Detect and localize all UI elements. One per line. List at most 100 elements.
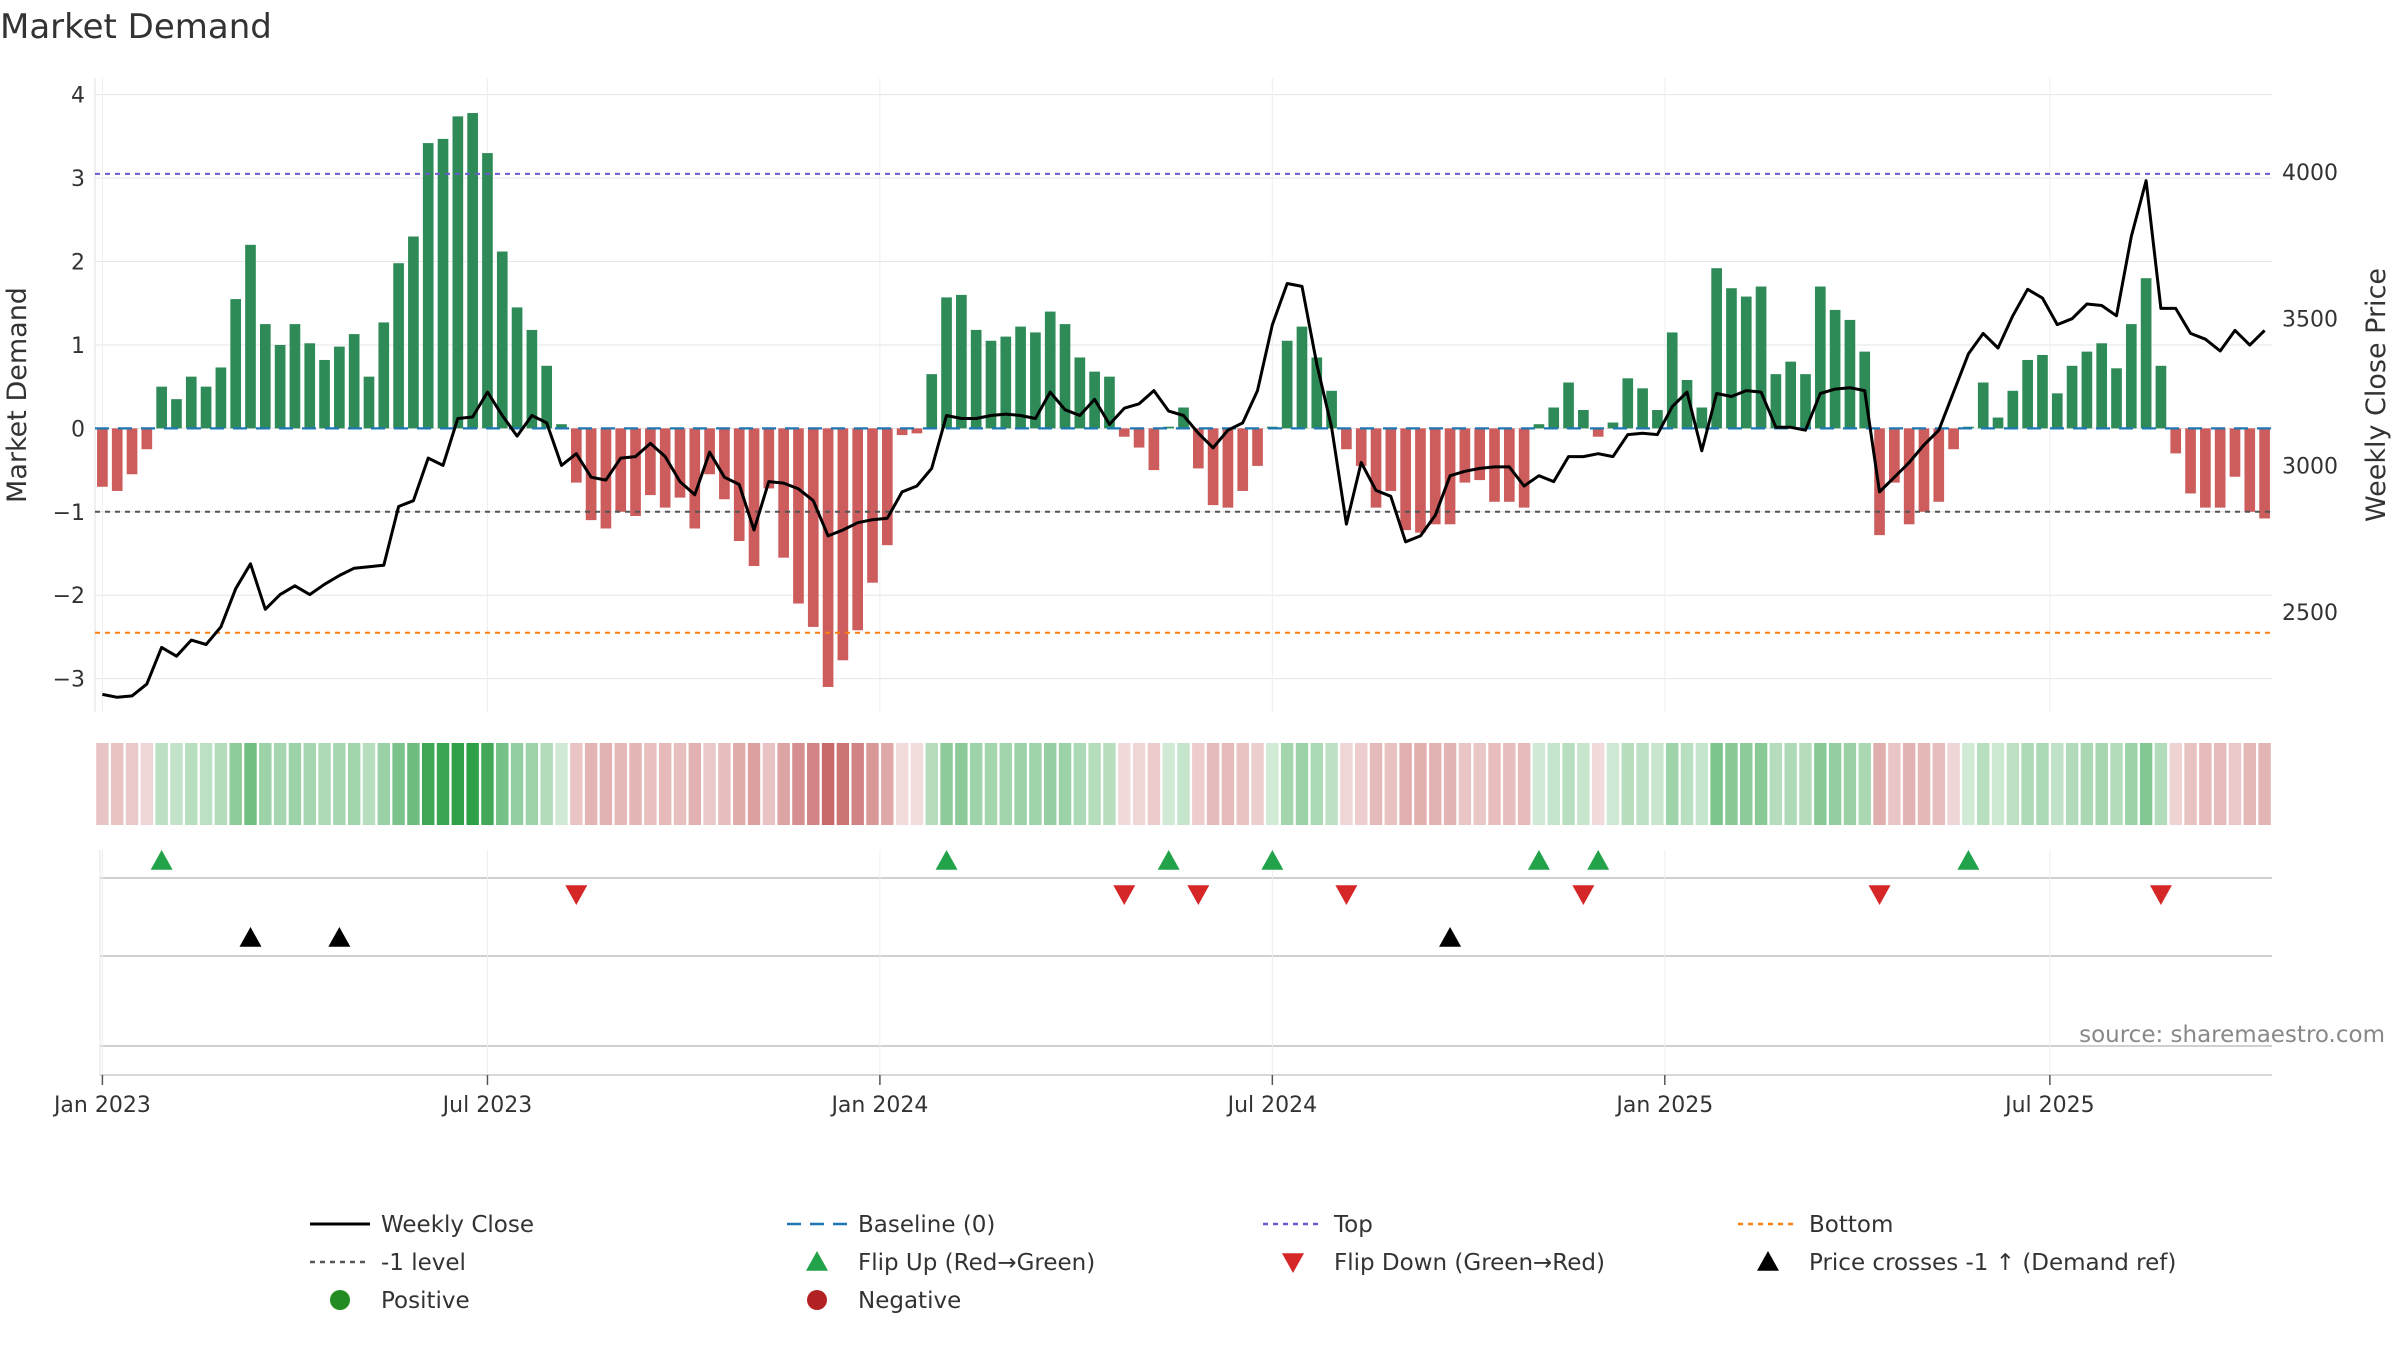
- demand-bar-negative: [1518, 428, 1530, 508]
- heat-cell: [1503, 743, 1516, 825]
- demand-bar-positive: [1578, 410, 1589, 429]
- y-tick-label: 1: [71, 334, 85, 359]
- heat-cell: [644, 743, 657, 825]
- heat-cell: [1680, 743, 1694, 825]
- heat-cell: [1147, 743, 1161, 825]
- demand-bar-positive: [304, 343, 316, 429]
- heat-cell: [303, 743, 316, 825]
- demand-bar-positive: [541, 365, 553, 429]
- demand-bar-positive: [1726, 288, 1737, 429]
- demand-bar-negative: [793, 428, 804, 604]
- demand-bar-positive: [2007, 390, 2019, 429]
- heat-cell: [673, 743, 687, 825]
- demand-bar-positive: [2140, 278, 2152, 429]
- demand-bar-positive: [1000, 336, 1012, 429]
- heat-cell: [347, 743, 361, 825]
- demand-bar-positive: [1311, 357, 1323, 429]
- demand-bar-positive: [1829, 309, 1841, 429]
- demand-bar-negative: [1148, 428, 1160, 471]
- demand-bar-positive: [259, 324, 271, 429]
- demand-bar-positive: [200, 386, 212, 429]
- demand-bar-negative: [1237, 428, 1249, 491]
- demand-bar-negative: [689, 428, 701, 529]
- demand-bar-negative: [1192, 428, 1204, 469]
- legend-label: Weekly Close: [381, 1212, 534, 1238]
- demand-bar-negative: [1459, 428, 1471, 483]
- y-tick-label: 3: [71, 167, 85, 192]
- heat-cell: [466, 743, 479, 825]
- heat-cell: [2199, 743, 2212, 825]
- heat-cell: [1725, 743, 1738, 825]
- demand-bar-positive: [482, 153, 493, 429]
- heat-cell: [955, 743, 968, 825]
- y-tick-label: 2: [71, 251, 85, 276]
- flip-up-marker: [1527, 850, 1550, 870]
- heat-cell: [1621, 743, 1635, 825]
- y-tick-label: −2: [53, 584, 85, 609]
- heat-cell: [1636, 743, 1649, 825]
- heat-cell: [599, 743, 613, 825]
- heat-cell: [1769, 743, 1783, 825]
- price-cross-marker: [239, 927, 262, 947]
- demand-bar-positive: [1681, 379, 1693, 429]
- demand-bar-positive: [2051, 393, 2063, 429]
- demand-bar-negative: [1933, 428, 1945, 502]
- heat-cell: [96, 743, 109, 825]
- demand-bar-negative: [1592, 428, 1604, 437]
- heat-cell: [732, 743, 746, 825]
- heat-cell: [1132, 743, 1146, 825]
- heat-cell: [2110, 743, 2123, 825]
- demand-bar-negative: [1474, 428, 1486, 481]
- demand-bar-positive: [985, 340, 997, 429]
- heat-cell: [969, 743, 983, 825]
- demand-bar-positive: [437, 138, 449, 429]
- demand-bar-positive: [1533, 424, 1545, 429]
- demand-bar-negative: [911, 428, 923, 434]
- demand-bar-negative: [1948, 428, 1959, 450]
- heat-cell: [1784, 743, 1797, 825]
- demand-bar-negative: [585, 428, 597, 521]
- heat-cell: [1858, 743, 1871, 825]
- heat-cell: [1266, 743, 1279, 825]
- legend-label: Top: [1333, 1212, 1373, 1238]
- y-tick-label: 4: [71, 84, 85, 109]
- x-tick-label: Jan 2023: [52, 1093, 151, 1118]
- x-tick-label: Jul 2023: [441, 1093, 533, 1118]
- y2-tick-label: 2500: [2282, 601, 2338, 626]
- legend-entry: Top: [1263, 1212, 1373, 1238]
- heat-cell: [125, 743, 139, 825]
- heat-cell: [1710, 743, 1723, 825]
- price-cross-marker: [328, 927, 351, 947]
- heat-cell: [421, 743, 435, 825]
- heat-cell: [629, 743, 642, 825]
- demand-bar-positive: [1015, 326, 1026, 429]
- demand-bar-positive: [422, 143, 434, 429]
- demand-bar-negative: [852, 428, 864, 631]
- demand-bar-positive: [956, 294, 967, 429]
- demand-bar-positive: [1637, 388, 1648, 429]
- heat-cell: [1695, 743, 1709, 825]
- heat-cell: [1917, 743, 1931, 825]
- demand-bar-negative: [111, 428, 123, 491]
- x-tick-label: Jul 2025: [2003, 1093, 2095, 1118]
- heat-cell: [1488, 743, 1501, 825]
- heat-cell: [821, 743, 835, 825]
- demand-bar-positive: [1030, 332, 1041, 429]
- demand-bar-negative: [2244, 428, 2256, 512]
- demand-bar-negative: [896, 428, 908, 436]
- demand-bar-positive: [1059, 324, 1071, 429]
- heat-cell: [436, 743, 450, 825]
- heat-cell: [1799, 743, 1812, 825]
- heat-cell: [1162, 743, 1175, 825]
- heat-cell: [185, 743, 198, 825]
- x-tick-label: Jan 2025: [1614, 1093, 1713, 1118]
- heat-cell: [1029, 743, 1042, 825]
- demand-bar-negative: [97, 428, 108, 487]
- heat-cell: [451, 743, 465, 825]
- legend-label: Price crosses -1 ↑ (Demand ref): [1809, 1250, 2176, 1276]
- heat-cell: [377, 743, 391, 825]
- heat-cell: [555, 743, 568, 825]
- heat-cell: [910, 743, 924, 825]
- demand-bar-negative: [1385, 428, 1397, 491]
